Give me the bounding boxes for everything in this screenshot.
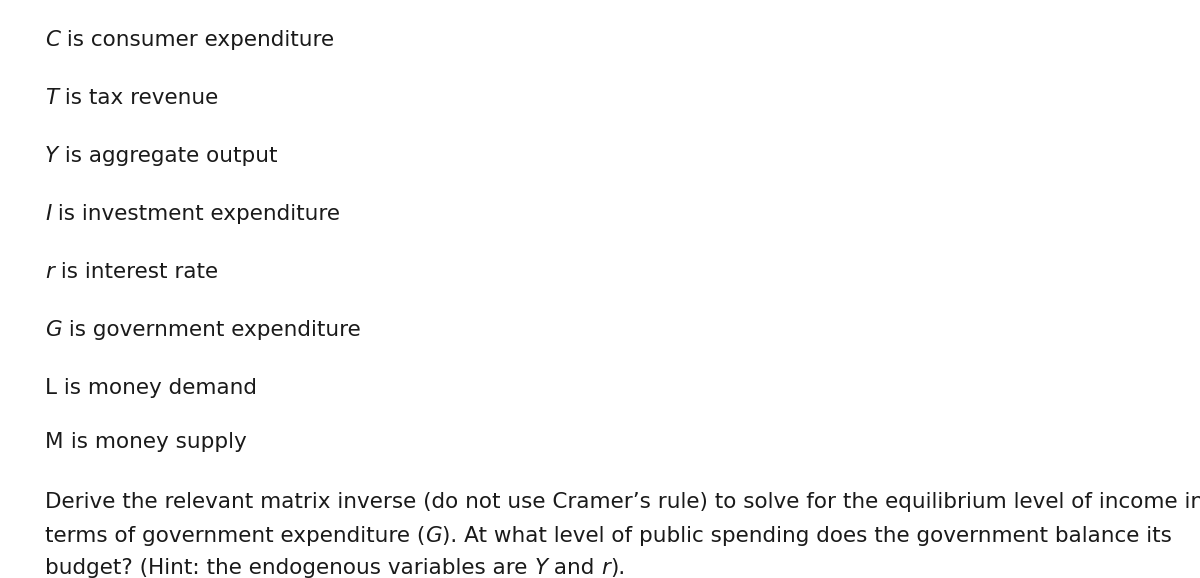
Text: is aggregate output: is aggregate output — [58, 146, 277, 166]
Text: is money supply: is money supply — [64, 432, 246, 452]
Text: ).: ). — [611, 558, 625, 578]
Text: terms of government expenditure (: terms of government expenditure ( — [46, 526, 425, 546]
Text: is tax revenue: is tax revenue — [58, 88, 218, 108]
Text: Y: Y — [534, 558, 547, 578]
Text: r: r — [46, 262, 54, 282]
Text: ). At what level of public spending does the government balance its: ). At what level of public spending does… — [442, 526, 1171, 546]
Text: I: I — [46, 204, 52, 224]
Text: Y: Y — [46, 146, 58, 166]
Text: T: T — [46, 88, 58, 108]
Text: is consumer expenditure: is consumer expenditure — [60, 30, 334, 50]
Text: is investment expenditure: is investment expenditure — [52, 204, 341, 224]
Text: M: M — [46, 432, 64, 452]
Text: C: C — [46, 30, 60, 50]
Text: G: G — [425, 526, 442, 546]
Text: L: L — [46, 378, 58, 398]
Text: is interest rate: is interest rate — [54, 262, 218, 282]
Text: r: r — [601, 558, 611, 578]
Text: Derive the relevant matrix inverse (do not use Cramer’s rule) to solve for the e: Derive the relevant matrix inverse (do n… — [46, 492, 1200, 512]
Text: and: and — [547, 558, 601, 578]
Text: is government expenditure: is government expenditure — [61, 320, 360, 340]
Text: is money demand: is money demand — [58, 378, 257, 398]
Text: G: G — [46, 320, 61, 340]
Text: budget? (Hint: the endogenous variables are: budget? (Hint: the endogenous variables … — [46, 558, 534, 578]
